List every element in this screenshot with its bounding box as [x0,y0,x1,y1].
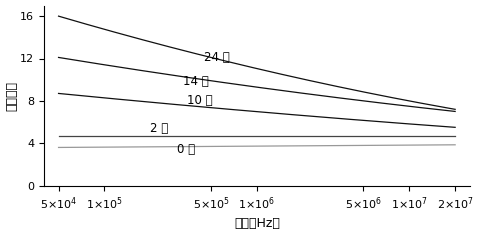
Y-axis label: 介电系数: 介电系数 [6,80,19,110]
Text: 14 日: 14 日 [183,75,209,88]
Text: 10 日: 10 日 [187,94,213,107]
Text: 2 日: 2 日 [150,122,168,135]
Text: 0 日: 0 日 [177,143,195,156]
Text: 24 日: 24 日 [204,51,229,64]
X-axis label: 频率（Hz）: 频率（Hz） [233,217,279,230]
